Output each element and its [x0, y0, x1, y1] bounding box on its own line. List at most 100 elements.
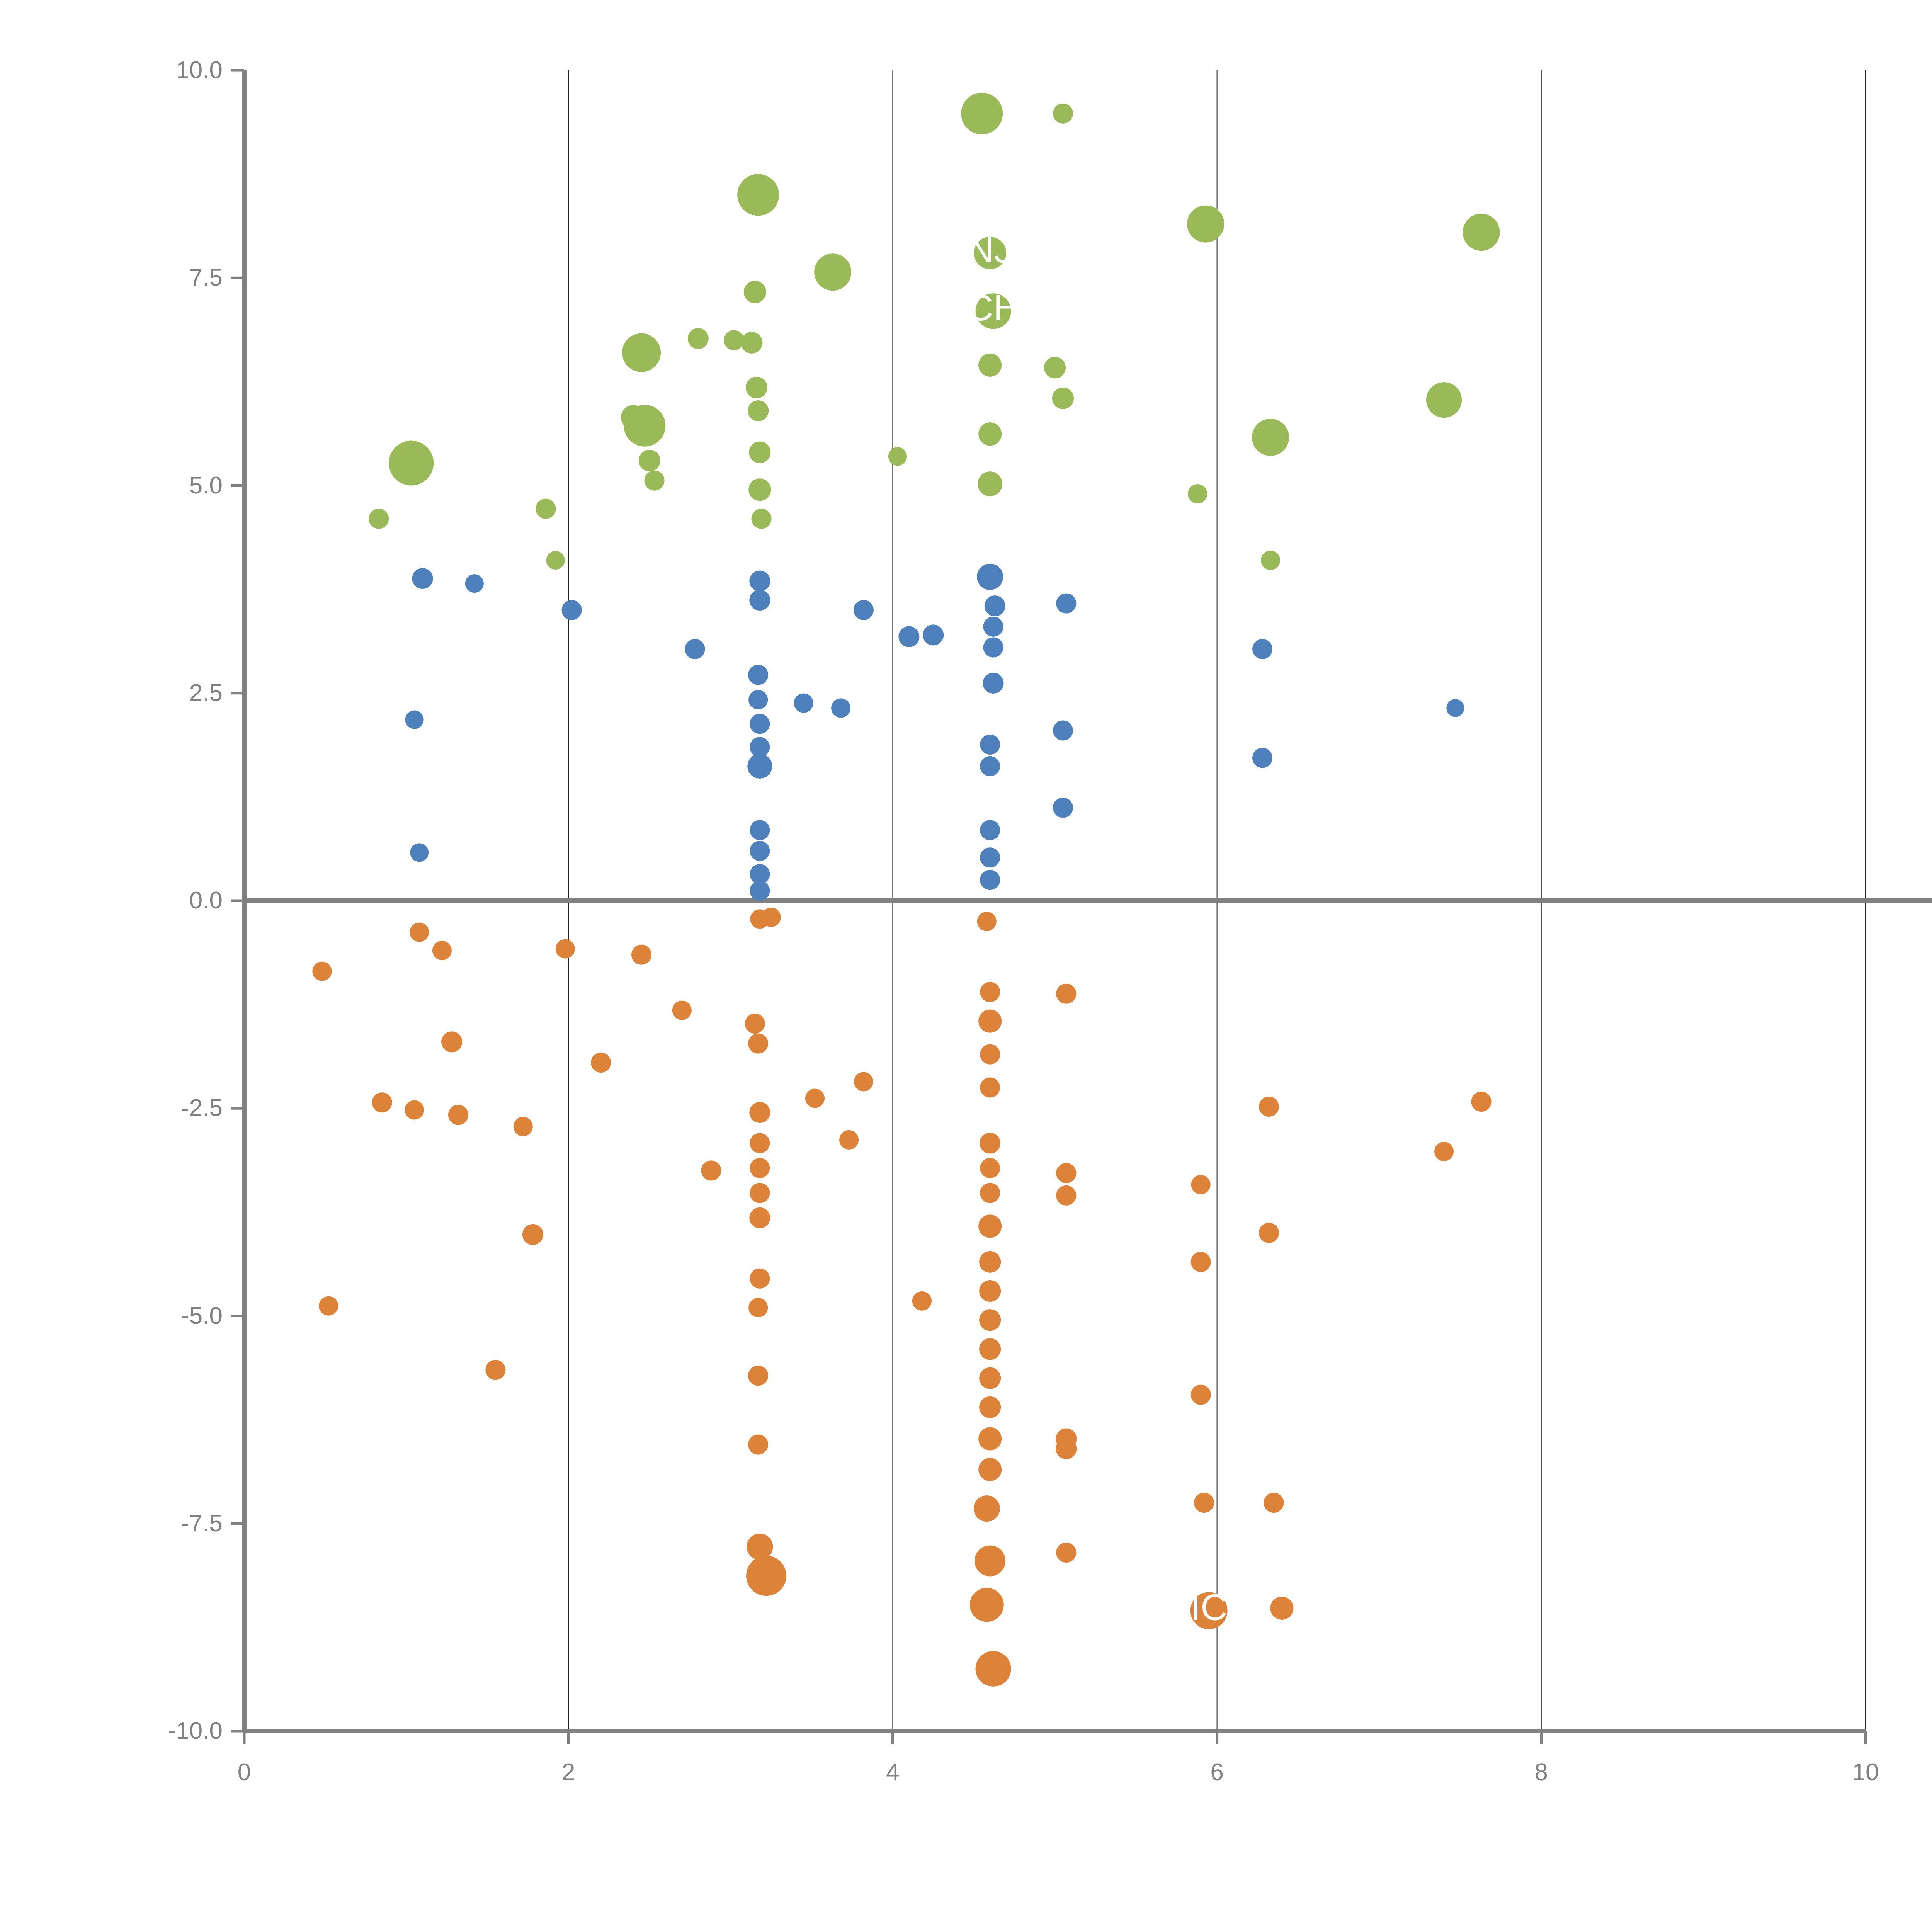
data-point[interactable] — [1252, 418, 1289, 456]
data-point[interactable] — [555, 939, 575, 959]
data-point[interactable] — [978, 1214, 1002, 1238]
data-point[interactable] — [750, 1268, 770, 1289]
data-point[interactable] — [1270, 1596, 1294, 1620]
data-point[interactable] — [923, 624, 944, 646]
data-point[interactable] — [1463, 214, 1500, 251]
data-point[interactable] — [975, 1651, 1011, 1687]
data-point[interactable] — [969, 1588, 1004, 1622]
data-point[interactable] — [1426, 382, 1462, 418]
data-point[interactable] — [978, 1458, 1002, 1481]
data-point[interactable] — [522, 1224, 543, 1245]
data-point[interactable] — [979, 1367, 1001, 1389]
data-point[interactable] — [432, 940, 452, 960]
data-point[interactable] — [687, 328, 709, 349]
data-point[interactable] — [979, 1338, 1001, 1360]
series-positive-high[interactable] — [369, 92, 1500, 570]
data-point[interactable] — [1056, 593, 1077, 614]
data-point[interactable] — [839, 1130, 859, 1150]
data-point[interactable] — [1056, 983, 1077, 1004]
data-point[interactable] — [465, 574, 484, 593]
data-point[interactable] — [1187, 205, 1225, 243]
data-point[interactable] — [983, 637, 1003, 658]
data-point[interactable] — [750, 841, 770, 861]
data-point[interactable] — [743, 281, 766, 303]
data-point[interactable] — [749, 441, 771, 463]
data-point[interactable] — [1259, 1096, 1279, 1117]
data-point[interactable] — [854, 1072, 873, 1092]
data-point[interactable] — [978, 471, 1003, 497]
series-negative-low[interactable] — [312, 907, 1492, 1687]
data-point[interactable] — [748, 1298, 768, 1318]
data-point[interactable] — [961, 92, 1003, 134]
data-point[interactable] — [750, 1158, 770, 1178]
data-point[interactable] — [1264, 1493, 1284, 1513]
data-point[interactable] — [624, 405, 666, 447]
data-point[interactable] — [751, 509, 772, 529]
data-point[interactable] — [1190, 1592, 1228, 1629]
data-point[interactable] — [1053, 720, 1073, 741]
data-point[interactable] — [1052, 387, 1074, 409]
data-point[interactable] — [750, 1133, 770, 1153]
data-point[interactable] — [1056, 1438, 1077, 1459]
data-points-group[interactable] — [312, 92, 1500, 1687]
data-point[interactable] — [389, 440, 434, 486]
data-point[interactable] — [1190, 1252, 1211, 1272]
data-point[interactable] — [536, 498, 556, 519]
data-point[interactable] — [975, 1545, 1006, 1577]
data-point[interactable] — [977, 912, 997, 931]
data-point[interactable] — [546, 551, 565, 570]
data-point[interactable] — [980, 847, 1000, 868]
data-point[interactable] — [750, 714, 770, 734]
data-point[interactable] — [1434, 1141, 1454, 1161]
data-point[interactable] — [983, 616, 1003, 637]
data-point[interactable] — [737, 174, 779, 216]
data-point[interactable] — [513, 1117, 533, 1136]
data-point[interactable] — [747, 1533, 773, 1560]
data-point[interactable] — [980, 820, 1000, 840]
data-point[interactable] — [750, 820, 770, 840]
data-point[interactable] — [1252, 748, 1273, 768]
data-point[interactable] — [741, 332, 763, 354]
data-point[interactable] — [1259, 1223, 1279, 1243]
data-point[interactable] — [750, 881, 770, 901]
data-point[interactable] — [979, 1251, 1001, 1273]
data-point[interactable] — [749, 590, 770, 611]
data-point[interactable] — [748, 665, 769, 685]
data-point[interactable] — [644, 470, 665, 491]
data-point[interactable] — [1261, 550, 1281, 570]
data-point[interactable] — [745, 1014, 765, 1034]
data-point[interactable] — [977, 563, 1003, 590]
data-point[interactable] — [1056, 1163, 1077, 1183]
data-point[interactable] — [631, 944, 652, 965]
data-point[interactable] — [372, 1092, 392, 1113]
data-point[interactable] — [748, 1033, 769, 1054]
data-point[interactable] — [979, 1309, 1001, 1331]
data-point[interactable] — [980, 982, 1000, 1002]
data-point[interactable] — [724, 330, 744, 350]
data-point[interactable] — [750, 864, 770, 884]
data-point[interactable] — [974, 236, 1007, 269]
data-point[interactable] — [410, 843, 429, 862]
data-point[interactable] — [312, 961, 332, 981]
data-point[interactable] — [1056, 1542, 1077, 1563]
data-point[interactable] — [1194, 1493, 1214, 1513]
series-neutral-mid[interactable] — [405, 563, 1464, 901]
data-point[interactable] — [1252, 639, 1273, 659]
data-point[interactable] — [749, 570, 770, 592]
data-point[interactable] — [448, 1105, 468, 1125]
data-point[interactable] — [1053, 798, 1073, 818]
data-point[interactable] — [984, 595, 1005, 617]
data-point[interactable] — [980, 870, 1000, 890]
data-point[interactable] — [983, 672, 1004, 694]
data-point[interactable] — [485, 1360, 506, 1380]
data-point[interactable] — [1053, 103, 1073, 124]
data-point[interactable] — [561, 600, 582, 620]
data-point[interactable] — [814, 253, 852, 291]
data-point[interactable] — [980, 1077, 1000, 1098]
data-point[interactable] — [412, 568, 433, 589]
data-point[interactable] — [1190, 1384, 1211, 1405]
data-point[interactable] — [441, 1031, 463, 1053]
data-point[interactable] — [979, 1280, 1001, 1302]
data-point[interactable] — [745, 376, 767, 398]
data-point[interactable] — [748, 1366, 769, 1386]
